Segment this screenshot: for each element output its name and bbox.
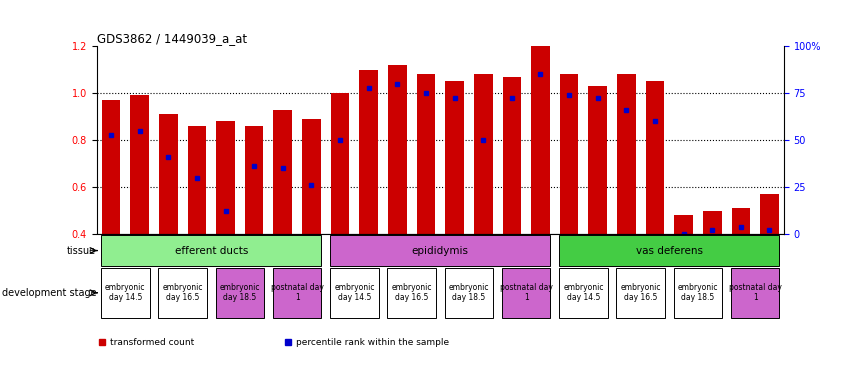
Bar: [731, 268, 780, 318]
Bar: [331, 93, 349, 234]
Text: GDS3862 / 1449039_a_at: GDS3862 / 1449039_a_at: [97, 32, 247, 45]
Text: postnatal day
1: postnatal day 1: [500, 283, 553, 303]
Bar: [503, 77, 521, 234]
Bar: [245, 126, 263, 234]
Bar: [616, 268, 665, 318]
Bar: [760, 194, 779, 234]
Bar: [188, 126, 206, 234]
Bar: [388, 268, 436, 318]
Text: embryonic
day 18.5: embryonic day 18.5: [678, 283, 718, 303]
Bar: [559, 235, 780, 266]
Bar: [532, 46, 550, 234]
Bar: [102, 100, 120, 234]
Text: development stage: development stage: [2, 288, 96, 298]
Bar: [502, 268, 550, 318]
Bar: [445, 81, 464, 234]
Bar: [331, 235, 550, 266]
Bar: [674, 268, 722, 318]
Bar: [101, 268, 150, 318]
Bar: [331, 268, 378, 318]
Bar: [674, 215, 693, 234]
Text: embryonic
day 16.5: embryonic day 16.5: [621, 283, 661, 303]
Text: vas deferens: vas deferens: [636, 245, 703, 256]
Text: postnatal day
1: postnatal day 1: [271, 283, 324, 303]
Bar: [416, 74, 436, 234]
Bar: [159, 114, 177, 234]
Bar: [359, 70, 378, 234]
Text: embryonic
day 14.5: embryonic day 14.5: [334, 283, 374, 303]
Bar: [617, 74, 636, 234]
Bar: [445, 268, 493, 318]
Text: embryonic
day 14.5: embryonic day 14.5: [105, 283, 145, 303]
Bar: [101, 235, 321, 266]
Bar: [703, 211, 722, 234]
Text: embryonic
day 18.5: embryonic day 18.5: [448, 283, 489, 303]
Bar: [560, 74, 579, 234]
Bar: [589, 86, 607, 234]
Text: tissue: tissue: [67, 245, 96, 256]
Bar: [559, 268, 607, 318]
Text: postnatal day
1: postnatal day 1: [729, 283, 781, 303]
Text: transformed count: transformed count: [110, 338, 194, 346]
Text: efferent ducts: efferent ducts: [175, 245, 248, 256]
Text: epididymis: epididymis: [412, 245, 468, 256]
Bar: [732, 209, 750, 234]
Bar: [473, 74, 493, 234]
Bar: [388, 65, 407, 234]
Text: percentile rank within the sample: percentile rank within the sample: [296, 338, 450, 346]
Text: embryonic
day 14.5: embryonic day 14.5: [563, 283, 604, 303]
Text: embryonic
day 16.5: embryonic day 16.5: [391, 283, 432, 303]
Bar: [215, 268, 264, 318]
Bar: [130, 96, 149, 234]
Bar: [646, 81, 664, 234]
Bar: [273, 109, 292, 234]
Bar: [158, 268, 207, 318]
Bar: [273, 268, 321, 318]
Text: embryonic
day 18.5: embryonic day 18.5: [220, 283, 260, 303]
Text: embryonic
day 16.5: embryonic day 16.5: [162, 283, 203, 303]
Bar: [302, 119, 320, 234]
Bar: [216, 121, 235, 234]
